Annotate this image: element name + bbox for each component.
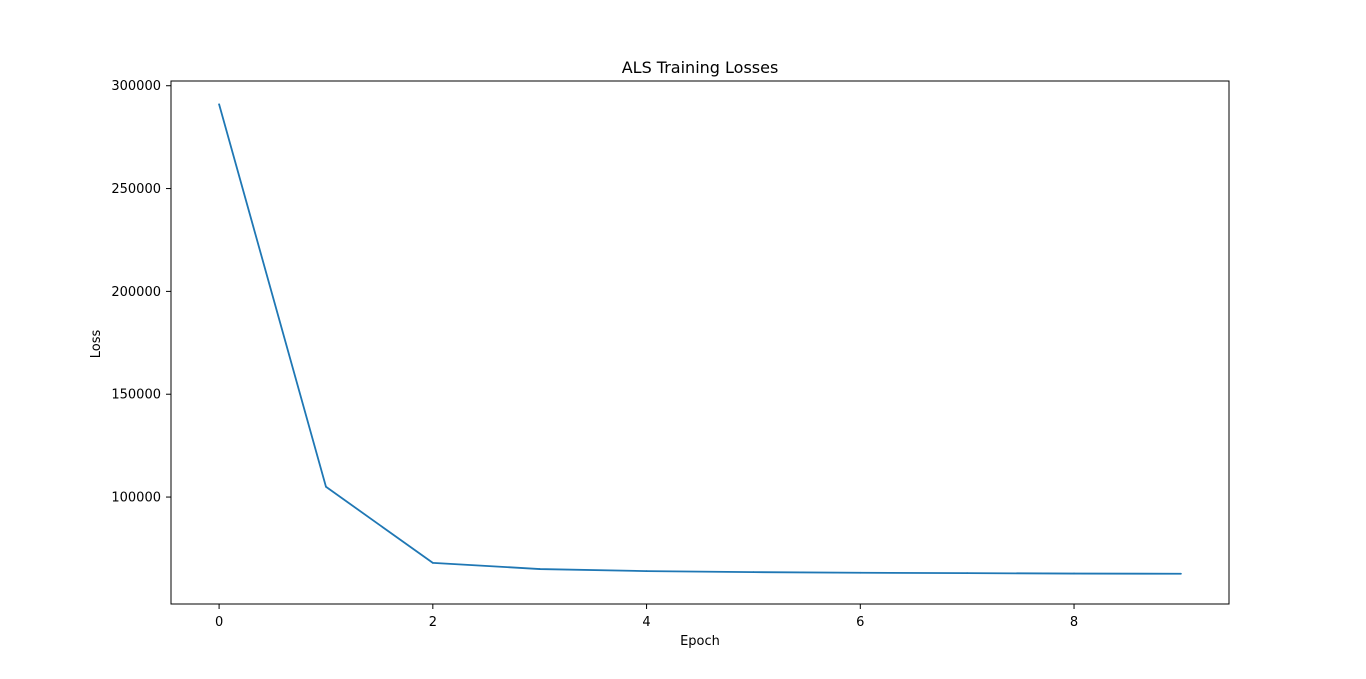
x-axis: 0 2 4 6 8 bbox=[215, 604, 1078, 630]
y-tick-label: 200000 bbox=[111, 285, 161, 300]
data-point bbox=[966, 572, 969, 575]
y-axis: 100000 150000 200000 250000 300000 bbox=[111, 79, 171, 506]
series-line-0 bbox=[218, 103, 1181, 575]
plot-area bbox=[170, 80, 1230, 605]
series-layer bbox=[218, 103, 1182, 575]
x-axis-label: Epoch bbox=[680, 634, 720, 649]
chart-title: ALS Training Losses bbox=[622, 58, 779, 77]
data-point bbox=[218, 103, 220, 106]
data-point bbox=[752, 571, 755, 574]
data-point bbox=[538, 568, 541, 570]
x-tick-label: 6 bbox=[856, 615, 864, 630]
y-tick-label: 250000 bbox=[111, 182, 161, 197]
data-point bbox=[1073, 572, 1075, 575]
y-axis-label: Loss bbox=[89, 330, 104, 359]
data-point bbox=[645, 570, 648, 572]
x-tick-label: 4 bbox=[642, 615, 650, 630]
data-point bbox=[859, 571, 862, 574]
data-point bbox=[1180, 572, 1182, 575]
plot-frame bbox=[170, 80, 1230, 605]
x-tick-label: 8 bbox=[1070, 615, 1078, 630]
y-tick-label: 150000 bbox=[111, 388, 161, 403]
data-point bbox=[431, 561, 434, 564]
y-tick-label: 100000 bbox=[111, 491, 161, 506]
y-tick-label: 300000 bbox=[111, 79, 161, 94]
x-tick-label: 2 bbox=[429, 615, 437, 630]
data-point bbox=[325, 485, 327, 488]
x-tick-label: 0 bbox=[215, 615, 223, 630]
